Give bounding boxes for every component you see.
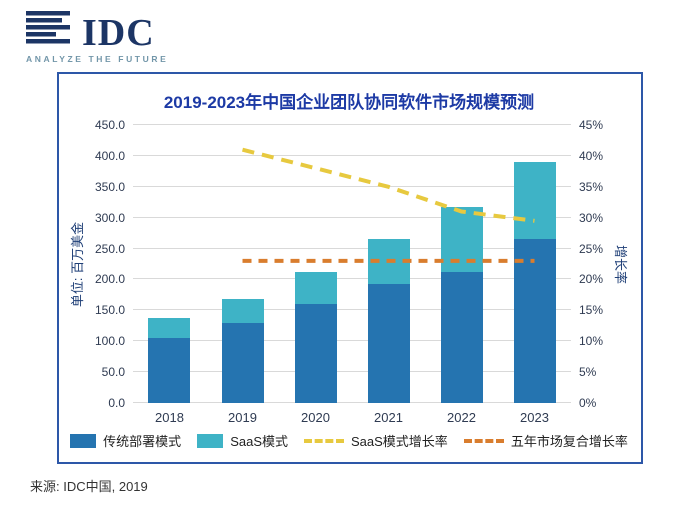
y-axis-left-tick-label: 400.0 bbox=[94, 149, 125, 163]
x-axis-tick-label: 2023 bbox=[520, 410, 549, 425]
idc-logo: IDC bbox=[26, 10, 700, 54]
gridline bbox=[133, 278, 571, 279]
x-axis-tick-label: 2021 bbox=[374, 410, 403, 425]
idc-logo-text: IDC bbox=[82, 11, 155, 54]
chart-legend: 传统部署模式 SaaS模式 SaaS模式增长率 五年市场复合增长率 bbox=[67, 431, 631, 450]
y-axis-left-tick-label: 450.0 bbox=[94, 118, 125, 132]
y-axis-right-tick-label: 15% bbox=[579, 303, 604, 317]
gridline bbox=[133, 217, 571, 218]
bar-saas bbox=[367, 239, 410, 285]
legend-swatch-traditional bbox=[70, 433, 97, 448]
bar-traditional bbox=[513, 239, 556, 403]
x-axis-tick-label: 2022 bbox=[447, 410, 476, 425]
gridline bbox=[133, 371, 571, 372]
y-axis-left-tick-label: 100.0 bbox=[94, 334, 125, 348]
growth-lines-overlay bbox=[242, 147, 535, 263]
y-axis-left-tick-label: 50.0 bbox=[101, 365, 125, 379]
legend-label-traditional: 传统部署模式 bbox=[103, 434, 182, 449]
bar-saas bbox=[513, 162, 556, 240]
y-axis-left-tick-label: 200.0 bbox=[94, 272, 125, 286]
bar-traditional bbox=[367, 284, 410, 403]
legend-swatch-saas-growth bbox=[304, 438, 344, 443]
gridline bbox=[133, 186, 571, 187]
legend-swatch-cagr bbox=[463, 438, 504, 443]
bar-traditional bbox=[440, 272, 483, 403]
y-axis-left-tick-label: 0.0 bbox=[108, 396, 125, 410]
y-axis-right-tick-label: 25% bbox=[579, 242, 604, 256]
y-axis-right-tick-label: 20% bbox=[579, 272, 604, 286]
gridline bbox=[133, 248, 571, 249]
gridline bbox=[133, 124, 571, 125]
y-axis-left-tick-label: 150.0 bbox=[94, 303, 125, 317]
legend-item-saas: SaaS模式 bbox=[197, 431, 288, 450]
y-axis-left-title: 单位: 百万美金 bbox=[67, 125, 87, 403]
header: IDC ANALYZE THE FUTURE bbox=[0, 0, 700, 64]
x-axis-tick-label: 2019 bbox=[228, 410, 257, 425]
x-axis-tick-label: 2020 bbox=[301, 410, 330, 425]
y-axis-right-ticks: 0% 5% 10% 15% 20% 25% 30% 35% 40% 45% bbox=[571, 118, 611, 410]
bar-traditional bbox=[221, 322, 264, 403]
legend-label-saas-growth: SaaS模式增长率 bbox=[351, 434, 448, 449]
gridline bbox=[133, 309, 571, 310]
legend-label-saas: SaaS模式 bbox=[230, 434, 288, 449]
bar-saas bbox=[221, 299, 264, 323]
bar-saas bbox=[440, 206, 483, 273]
y-axis-right-tick-label: 5% bbox=[579, 365, 597, 379]
bar-saas bbox=[148, 318, 191, 339]
y-axis-right-tick-label: 10% bbox=[579, 334, 604, 348]
bar-traditional bbox=[294, 304, 337, 403]
bar-group-2023 bbox=[513, 162, 556, 403]
chart-title: 2019-2023年中国企业团队协同软件市场规模预测 bbox=[163, 93, 535, 112]
legend-swatch-saas bbox=[197, 433, 224, 448]
y-axis-left-title-text: 单位: 百万美金 bbox=[70, 221, 86, 307]
y-axis-right-tick-label: 45% bbox=[579, 118, 604, 132]
y-axis-left-tick-label: 250.0 bbox=[94, 242, 125, 256]
y-axis-right-title: 增长率 bbox=[611, 125, 631, 403]
bar-group-2022 bbox=[440, 206, 483, 403]
plot-area bbox=[133, 124, 571, 403]
bar-group-2021 bbox=[367, 239, 410, 403]
bar-group-2018 bbox=[148, 318, 191, 403]
x-axis-tick-label: 2018 bbox=[155, 410, 184, 425]
plot-column: 2018 2019 2020 2021 2022 2023 bbox=[133, 124, 571, 429]
legend-item-traditional: 传统部署模式 bbox=[70, 431, 181, 450]
y-axis-left-ticks: 0.0 50.0 100.0 150.0 200.0 250.0 300.0 350.0 400… bbox=[87, 118, 133, 410]
x-axis-labels: 2018 2019 2020 2021 2022 2023 bbox=[133, 403, 571, 429]
gridline bbox=[133, 402, 571, 403]
chart-panel: 2019-2023年中国企业团队协同软件市场规模预测 单位: 百万美金 0.0 5… bbox=[57, 72, 643, 464]
bar-group-2019 bbox=[221, 299, 264, 403]
y-axis-left-tick-label: 300.0 bbox=[94, 211, 125, 225]
chart-body: 单位: 百万美金 0.0 50.0 100.0 150.0 200.0 250.0 300.… bbox=[67, 118, 631, 429]
source-note: 来源: IDC中国, 2019 bbox=[30, 479, 148, 494]
y-axis-right-tick-label: 35% bbox=[579, 180, 604, 194]
idc-logo-mark bbox=[26, 11, 70, 44]
bar-traditional bbox=[148, 338, 191, 403]
legend-label-cagr: 五年市场复合增长率 bbox=[510, 434, 628, 449]
gridline bbox=[133, 340, 571, 341]
legend-item-cagr: 五年市场复合增长率 bbox=[463, 431, 628, 450]
bar-group-2020 bbox=[294, 272, 337, 403]
gridline bbox=[133, 155, 571, 156]
y-axis-right-tick-label: 0% bbox=[579, 396, 597, 410]
y-axis-right-tick-label: 30% bbox=[579, 211, 604, 225]
y-axis-right-title-text: 增长率 bbox=[612, 244, 628, 284]
legend-item-saas-growth: SaaS模式增长率 bbox=[304, 431, 448, 450]
y-axis-left-tick-label: 350.0 bbox=[94, 180, 125, 194]
idc-tagline: ANALYZE THE FUTURE bbox=[26, 54, 169, 64]
bar-saas bbox=[294, 272, 337, 305]
y-axis-right-tick-label: 40% bbox=[579, 149, 604, 163]
